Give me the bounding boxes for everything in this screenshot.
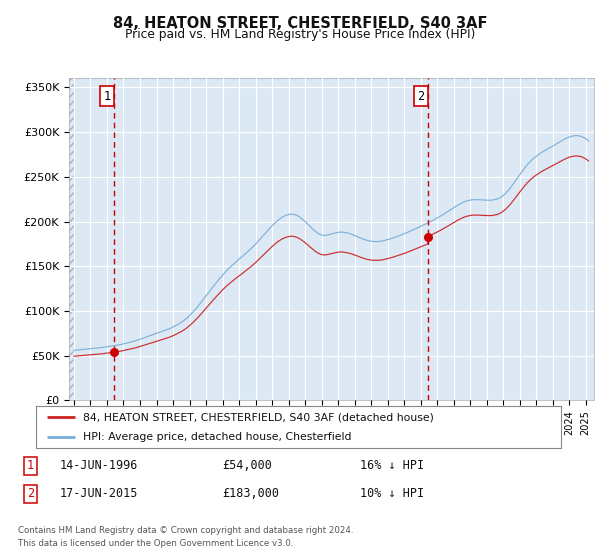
Text: HPI: Average price, detached house, Chesterfield: HPI: Average price, detached house, Ches…	[83, 432, 352, 442]
Text: Contains HM Land Registry data © Crown copyright and database right 2024.: Contains HM Land Registry data © Crown c…	[18, 526, 353, 535]
Text: 16% ↓ HPI: 16% ↓ HPI	[360, 459, 424, 473]
Text: 1: 1	[27, 459, 34, 473]
Text: 10% ↓ HPI: 10% ↓ HPI	[360, 487, 424, 501]
Text: 14-JUN-1996: 14-JUN-1996	[60, 459, 139, 473]
Text: This data is licensed under the Open Government Licence v3.0.: This data is licensed under the Open Gov…	[18, 539, 293, 548]
Text: 84, HEATON STREET, CHESTERFIELD, S40 3AF (detached house): 84, HEATON STREET, CHESTERFIELD, S40 3AF…	[83, 412, 434, 422]
Text: 2: 2	[27, 487, 34, 501]
Text: 2: 2	[417, 90, 424, 103]
Text: 17-JUN-2015: 17-JUN-2015	[60, 487, 139, 501]
Text: 1: 1	[103, 90, 110, 103]
Text: £183,000: £183,000	[222, 487, 279, 501]
Text: Price paid vs. HM Land Registry's House Price Index (HPI): Price paid vs. HM Land Registry's House …	[125, 28, 475, 41]
Bar	[69, 78, 75, 400]
Text: £54,000: £54,000	[222, 459, 272, 473]
Text: 84, HEATON STREET, CHESTERFIELD, S40 3AF: 84, HEATON STREET, CHESTERFIELD, S40 3AF	[113, 16, 487, 31]
